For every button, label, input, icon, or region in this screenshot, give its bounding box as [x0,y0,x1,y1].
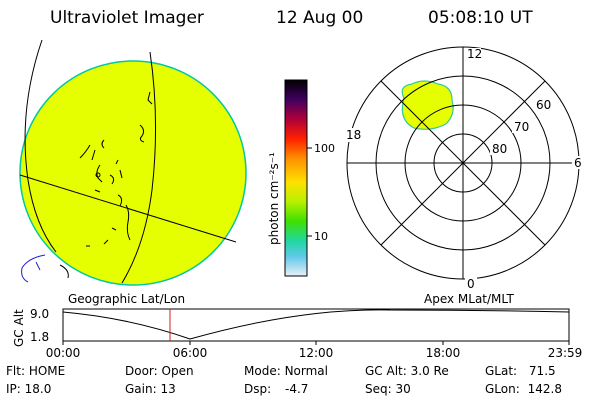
mlt-label-0: 0 [467,277,475,291]
status-mode: Mode: Normal [244,364,328,378]
altitude-x-tick: 00:00 [46,346,81,360]
mlt-label-18: 18 [346,128,361,142]
gain-value: 13 [160,382,176,396]
glat-value: 71.5 [528,364,556,378]
colorbar-label-100: 100 [314,142,335,155]
colorbar-label-10: 10 [314,230,328,243]
altitude-y-tick-high: 9.0 [30,307,49,321]
mode-value: Normal [284,364,328,378]
altitude-y-tick-low: 1.8 [30,330,49,344]
status-door: Door: Open [125,364,194,378]
mlt-line-diagonal [380,80,546,246]
status-gcalt: GC Alt: 3.0 Re [365,364,449,378]
header-time: 05:08:10 UT [428,8,533,28]
gcalt-value: 3.0 Re [410,364,449,378]
seq-value: 30 [395,382,411,396]
colorbar-gradient [284,79,308,277]
altitude-x-tick: 18:00 [426,346,461,360]
altitude-curve [62,309,570,340]
header-date: 12 Aug 00 [276,8,364,28]
uv-image-panel [19,39,247,286]
dsp-value: -4.7 [284,382,309,396]
polar-panel-label: Apex MLat/MLT [424,292,514,306]
image-panel-label: Geographic Lat/Lon [68,292,185,306]
altitude-x-tick: 06:00 [173,346,208,360]
app-title: Ultraviolet Imager [50,8,204,28]
glon-value: 142.8 [527,382,562,396]
status-glon: GLon: 142.8 [485,382,562,396]
ip-value: 18.0 [24,382,52,396]
coastlines [59,91,153,279]
status-ip: IP: 18.0 [6,382,52,396]
colorbar-unit-label: photon cm⁻²s⁻¹ [267,152,281,245]
mlat-label-60: 60 [536,98,551,112]
altitude-y-label: GC Alt [12,309,26,347]
mlt-label-12: 12 [467,47,482,61]
altitude-plot: GC Alt 9.0 1.8 00:00 06:00 12:00 18:00 2… [12,307,582,360]
auroral-emission [401,80,454,130]
flt-value: HOME [28,364,66,378]
polar-panel: 12 6 0 18 60 70 80 [344,46,584,291]
status-seq: Seq: 30 [365,382,411,396]
earth-disk [19,60,247,286]
door-value: Open [161,364,194,378]
meridian-line [121,51,157,284]
status-dsp: Dsp: -4.7 [244,382,309,396]
status-flt: Flt: HOME [6,364,66,378]
limb-line [24,39,57,253]
mlat-label-80: 80 [492,142,507,156]
status-gain: Gain: 13 [125,382,176,396]
outside-coastline [21,254,46,283]
mlt-label-6: 6 [574,156,582,170]
altitude-x-tick: 23:59 [548,346,583,360]
status-glat: GLat: 71.5 [485,364,556,378]
mlat-label-70: 70 [514,120,529,134]
colorbar: 100 10 photon cm⁻²s⁻¹ [267,79,335,277]
altitude-x-tick: 12:00 [299,346,334,360]
